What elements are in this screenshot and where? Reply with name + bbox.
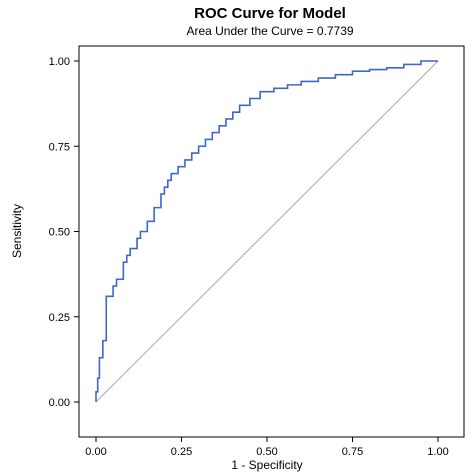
- y-tick-label: 0.25: [49, 312, 70, 324]
- chart-title: ROC Curve for Model: [194, 5, 346, 22]
- x-tick-label: 0.00: [85, 446, 106, 458]
- reference-diagonal-line: [95, 60, 439, 403]
- y-tick-label: 1.00: [49, 56, 70, 68]
- x-axis-label: 1 - Specificity: [231, 458, 302, 472]
- y-axis-label: Sensitivity: [10, 204, 24, 258]
- x-axis: 0.00 0.25 0.50 0.75 1.00: [85, 437, 449, 458]
- y-tick-label: 0.75: [49, 141, 70, 153]
- chart-subtitle: Area Under the Curve = 0.7739: [186, 24, 353, 38]
- plot-frame: [78, 45, 465, 438]
- x-tick-label: 1.00: [427, 446, 448, 458]
- y-axis: 0.00 0.25 0.50 0.75 1.00: [49, 56, 79, 409]
- x-tick-label: 0.25: [171, 446, 192, 458]
- y-tick-label: 0.00: [49, 397, 70, 409]
- x-tick-label: 0.50: [256, 446, 277, 458]
- x-tick-label: 0.75: [342, 446, 363, 458]
- y-tick-label: 0.50: [49, 227, 70, 239]
- roc-curve-line: [95, 60, 438, 402]
- series-group: [95, 60, 439, 403]
